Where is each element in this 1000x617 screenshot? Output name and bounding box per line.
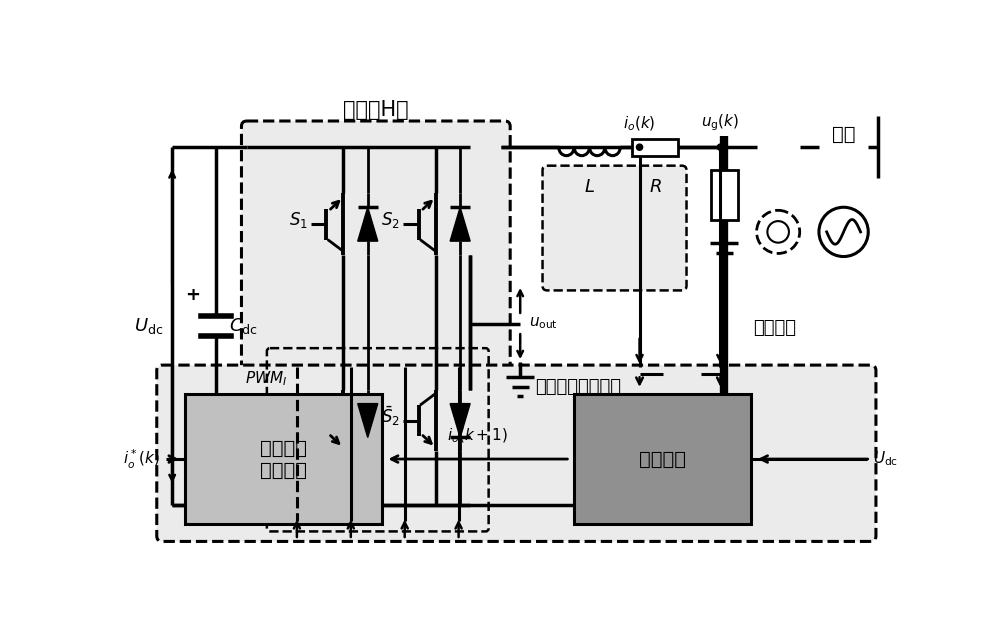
Text: 本地负载: 本地负载 [753, 319, 796, 337]
Text: $\bar{S}_2$: $\bar{S}_2$ [381, 405, 400, 428]
Text: +: + [185, 286, 200, 304]
Text: $u_{\rm out}$: $u_{\rm out}$ [529, 316, 558, 331]
Text: $L$: $L$ [584, 178, 595, 196]
Bar [711, 170, 738, 220]
Text: $i_o^*(k)$: $i_o^*(k)$ [123, 447, 160, 471]
Polygon shape [358, 404, 378, 437]
Text: $S_1$: $S_1$ [289, 210, 308, 230]
Text: $S_2$: $S_2$ [381, 210, 400, 230]
Text: 预测模型: 预测模型 [639, 450, 686, 468]
Text: 价值函数
遍历寻优: 价值函数 遍历寻优 [260, 439, 307, 479]
Text: $i_o(k)$: $i_o(k)$ [623, 115, 656, 133]
Polygon shape [358, 207, 378, 241]
Text: $U_{\rm dc}$: $U_{\rm dc}$ [873, 450, 898, 468]
FancyBboxPatch shape [543, 166, 687, 291]
FancyBboxPatch shape [241, 121, 510, 526]
Text: 模型预测电流控制: 模型预测电流控制 [535, 378, 621, 397]
FancyBboxPatch shape [185, 394, 382, 524]
Text: $U_{\rm dc}$: $U_{\rm dc}$ [134, 317, 164, 336]
Text: 逆变器H桥: 逆变器H桥 [343, 100, 409, 120]
Bar [632, 139, 678, 155]
Text: $u_{\rm g}(k)$: $u_{\rm g}(k)$ [701, 113, 740, 133]
FancyBboxPatch shape [157, 365, 876, 542]
Circle shape [636, 144, 643, 151]
Text: $\bar{S}_1$: $\bar{S}_1$ [289, 405, 308, 428]
Circle shape [717, 144, 723, 151]
Text: $C_{\rm dc}$: $C_{\rm dc}$ [229, 317, 257, 336]
FancyBboxPatch shape [574, 394, 751, 524]
Polygon shape [450, 207, 470, 241]
Text: 电网: 电网 [832, 125, 855, 144]
Polygon shape [450, 404, 470, 437]
Text: $i_o(k+1)$: $i_o(k+1)$ [447, 427, 508, 445]
Text: $R$: $R$ [649, 178, 661, 196]
Text: $PWM_I$: $PWM_I$ [245, 369, 288, 387]
